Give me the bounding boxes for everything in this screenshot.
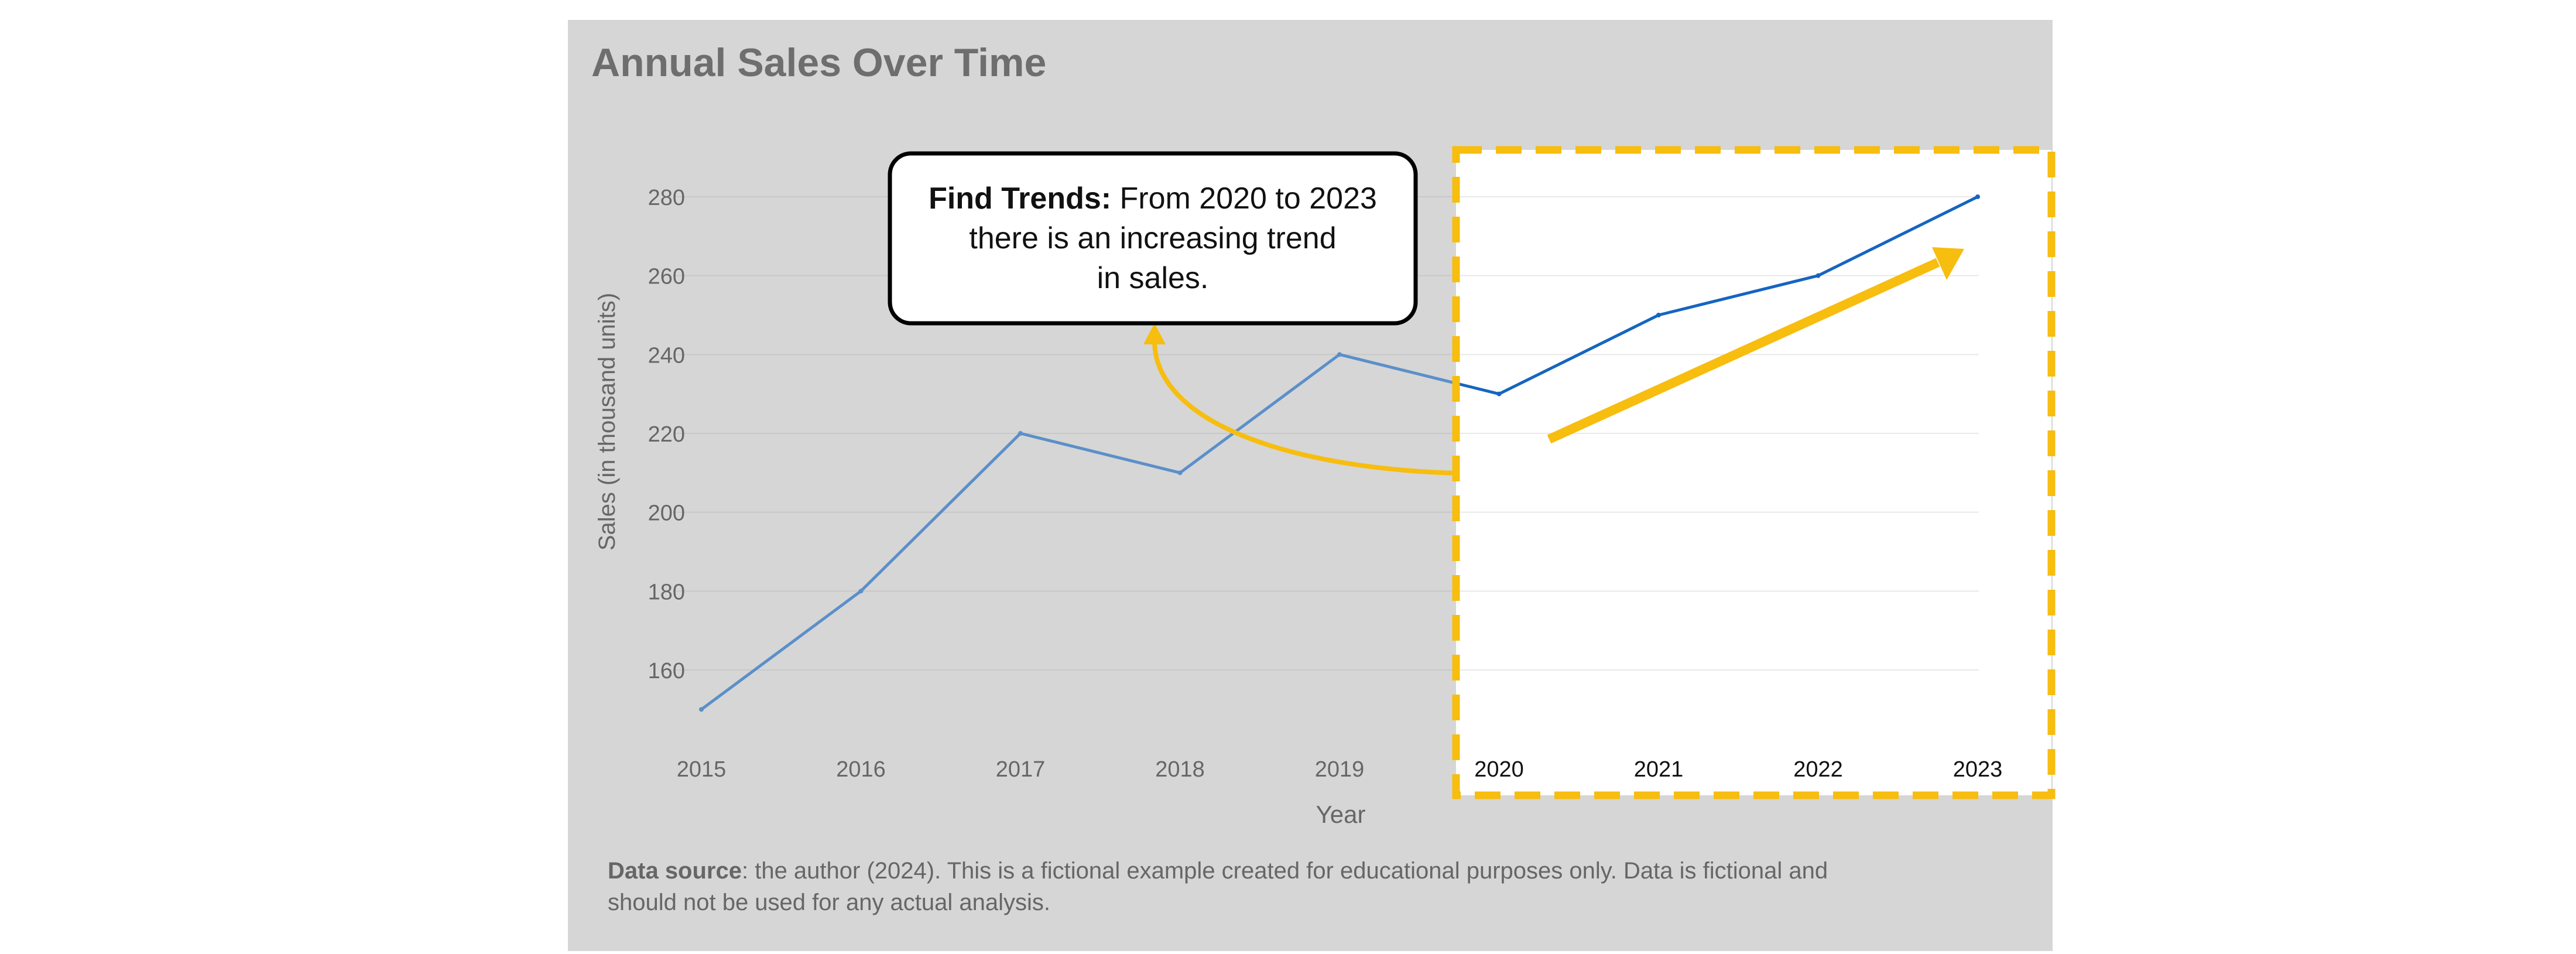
data-point xyxy=(1337,352,1342,357)
annotation-bold-label: Find Trends: xyxy=(929,182,1119,216)
x-tick-label: 2018 xyxy=(1155,757,1205,782)
data-point xyxy=(1815,273,1821,278)
series-line-muted xyxy=(700,353,1456,711)
chart-title: Annual Sales Over Time xyxy=(591,40,1046,85)
y-tick-label: 280 xyxy=(648,186,685,210)
x-tick-label: 2020 xyxy=(1474,757,1524,782)
x-tick-label: 2023 xyxy=(1953,757,2003,782)
source-note-label: Data source xyxy=(608,858,742,884)
x-tick-label: 2022 xyxy=(1793,757,1843,782)
data-point xyxy=(699,707,704,712)
source-note-text-line-2: should not be used for any actual analys… xyxy=(608,890,1050,915)
data-point xyxy=(858,589,864,594)
x-axis-label: Year xyxy=(1316,801,1366,828)
trend-arrow-shaft xyxy=(1547,258,1940,444)
source-note-text-line-1: : the author (2024). This is a fictional… xyxy=(742,858,1828,884)
y-tick-label: 160 xyxy=(648,659,685,683)
y-axis-label: Sales (in thousand units) xyxy=(594,293,620,550)
data-point xyxy=(1496,391,1502,396)
y-tick-label: 220 xyxy=(648,422,685,447)
data-point xyxy=(1177,470,1183,476)
highlight-panel xyxy=(1456,150,2051,795)
x-tick-label: 2016 xyxy=(836,757,886,782)
y-tick-label: 180 xyxy=(648,580,685,604)
callout-connector xyxy=(1152,339,1458,476)
data-point xyxy=(1975,194,1980,199)
annotation-callout xyxy=(888,151,1418,326)
x-tick-label: 2021 xyxy=(1634,757,1684,782)
y-tick-label: 260 xyxy=(648,265,685,289)
x-tick-label: 2015 xyxy=(677,757,727,782)
data-point xyxy=(1656,313,1661,317)
data-point xyxy=(1018,431,1023,436)
callout-connector-head xyxy=(1143,323,1166,344)
y-tick-label: 200 xyxy=(648,501,685,526)
annotation-text-line-3: in sales. xyxy=(1097,261,1209,295)
x-tick-label: 2017 xyxy=(996,757,1046,782)
x-tick-label: 2019 xyxy=(1315,757,1365,782)
annotation-text-line-2: there is an increasing trend xyxy=(969,221,1336,255)
y-tick-label: 240 xyxy=(648,343,685,368)
annotation-text-line-1: Find Trends: From 2020 to 2023 xyxy=(929,182,1377,216)
annotation-text-part-1: From 2020 to 2023 xyxy=(1120,182,1377,216)
trend-arrow-head xyxy=(1932,247,1964,280)
source-note: Data source: the author (2024). This is … xyxy=(608,858,1834,915)
